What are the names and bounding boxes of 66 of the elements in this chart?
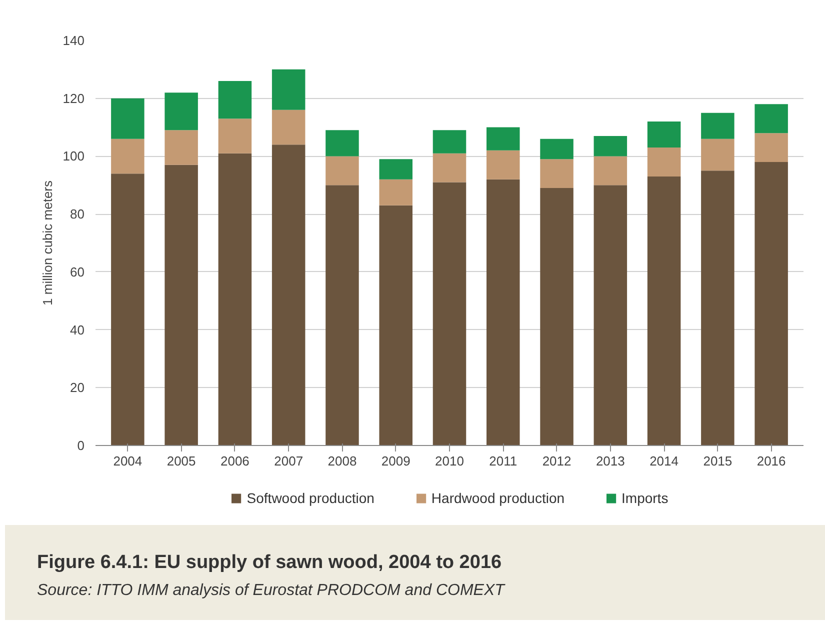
x-tick-label: 2012 — [542, 454, 572, 468]
legend-label: Softwood production — [246, 490, 374, 506]
x-tick-label: 2004 — [113, 454, 142, 468]
bar — [111, 138, 144, 174]
bar — [754, 104, 788, 134]
text: Figure 6.4.1: EU supply of sawn wood, 2004 to 2016 — [37, 551, 503, 575]
bar — [111, 98, 144, 139]
bar — [164, 92, 198, 130]
bar — [701, 170, 734, 446]
bar — [594, 136, 628, 156]
bar — [218, 153, 252, 446]
legend-label: Hardwood production — [431, 490, 565, 506]
x-tick-label: 2010 — [435, 454, 464, 468]
y-tick-label: 140 — [62, 33, 85, 48]
bar — [647, 176, 681, 446]
bar — [379, 205, 412, 446]
bar — [486, 150, 520, 180]
bar — [647, 148, 681, 176]
bar — [540, 159, 574, 188]
bar — [701, 112, 734, 139]
x-tick-label: 2008 — [328, 454, 357, 468]
bar — [379, 179, 412, 206]
bar — [540, 188, 574, 446]
bar — [701, 138, 734, 171]
bar — [432, 182, 466, 446]
y-tick-label: 80 — [70, 206, 85, 222]
y-tick-label: 60 — [70, 264, 85, 280]
x-tick-label: 2016 — [756, 454, 786, 468]
bar — [486, 127, 520, 150]
x-tick-label: 2009 — [381, 454, 410, 468]
y-tick-label: 0 — [77, 438, 85, 453]
x-tick-label: 2006 — [220, 454, 250, 468]
bar — [326, 156, 359, 186]
x-tick-label: 2011 — [489, 454, 518, 468]
y-tick-label: 40 — [70, 322, 85, 338]
y-tick-label: 120 — [62, 90, 85, 106]
bar — [432, 130, 466, 154]
bar — [754, 162, 788, 446]
bar — [272, 110, 306, 145]
x-tick-label: 2007 — [274, 454, 304, 468]
bar — [754, 133, 788, 162]
bar — [647, 122, 681, 148]
bar — [432, 153, 466, 182]
x-tick-label: 2015 — [703, 454, 732, 468]
bar — [111, 174, 144, 446]
bar — [164, 130, 198, 165]
bar — [594, 185, 628, 446]
bar — [164, 164, 198, 446]
bar — [218, 118, 252, 154]
bar — [379, 159, 412, 180]
legend-label: Imports — [622, 490, 668, 506]
y-axis-title: 1 million cubic meters — [40, 180, 55, 306]
bar — [594, 156, 628, 186]
y-tick-label: 100 — [62, 148, 85, 164]
x-tick-label: 2014 — [650, 454, 679, 468]
bar — [272, 69, 306, 110]
bar — [326, 185, 359, 446]
bar — [218, 81, 252, 119]
y-tick-label: 20 — [70, 380, 85, 396]
x-tick-label: 2013 — [596, 454, 625, 468]
bar — [272, 144, 306, 446]
source-note: Source: ITTO IMM analysis of Eurostat PRODCOM and COMEXT — [37, 581, 504, 602]
bar — [326, 130, 359, 156]
bar — [486, 179, 520, 446]
x-tick-label: 2005 — [166, 454, 196, 468]
bar — [540, 138, 574, 160]
